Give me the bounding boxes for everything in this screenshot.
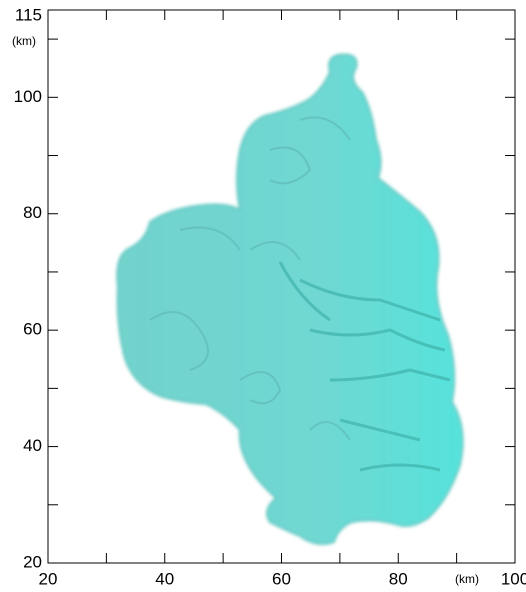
x-tick-label: 80 xyxy=(389,569,408,588)
x-tick-label: 60 xyxy=(272,569,291,588)
x-tick-label: 40 xyxy=(155,569,174,588)
chart: (km) (km) 20 40 60 80 100 20 40 60 80 100 115 xyxy=(0,0,526,592)
x-tick-label: 100 xyxy=(501,569,526,588)
y-unit: (km) xyxy=(12,34,36,48)
x-tick-label: 20 xyxy=(39,569,58,588)
y-tick-label: 40 xyxy=(23,436,42,455)
y-tick-label: 20 xyxy=(23,552,42,571)
y-tick-label: 100 xyxy=(14,87,42,106)
x-unit: (km) xyxy=(455,572,479,586)
y-tick-label: 60 xyxy=(23,320,42,339)
cloud-rendering xyxy=(117,55,462,544)
y-tick-label: 80 xyxy=(23,203,42,222)
y-tick-label: 115 xyxy=(15,5,42,24)
